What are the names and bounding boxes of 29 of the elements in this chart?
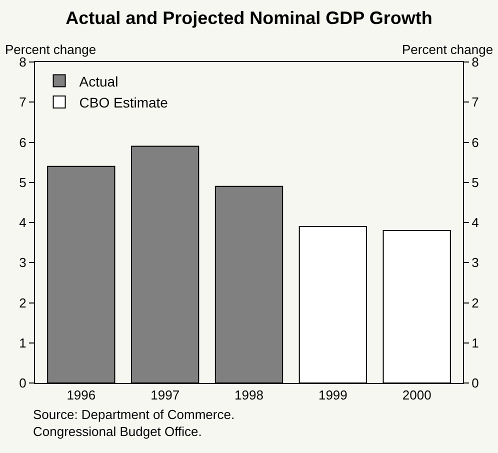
y2-tick-label: 1	[472, 335, 479, 350]
y2-tick-label: 5	[472, 174, 479, 190]
y-tick-label: 5	[19, 174, 26, 190]
y2-tick-label: 2	[472, 295, 479, 310]
y2-tick-label: 4	[472, 215, 479, 230]
x-tick-label: 1996	[66, 388, 96, 403]
y2-tick-label: 8	[472, 54, 479, 70]
x-tick-label: 2000	[402, 388, 432, 403]
y2-axis-title: Percent change	[402, 42, 494, 57]
y2-tick-label: 7	[472, 94, 479, 110]
x-tick-label: 1997	[150, 388, 180, 403]
y2-tick-label: 0	[472, 376, 479, 391]
y-tick-label: 8	[19, 54, 26, 70]
y2-tick-label: 3	[472, 255, 479, 270]
legend-label: Actual	[79, 73, 118, 90]
y2-tick-label: 6	[472, 134, 479, 150]
y-axis-title: Percent change	[5, 42, 96, 57]
y-tick-label: 0	[19, 376, 26, 391]
chart-title: Actual and Projected Nominal GDP Growth	[66, 8, 432, 28]
y-tick-label: 7	[19, 94, 26, 110]
y-tick-label: 1	[19, 335, 26, 350]
y-tick-label: 2	[19, 295, 26, 310]
y-tick-label: 4	[19, 215, 26, 230]
source-note: Source: Department of Commerce. Congressional Budget Office.	[33, 407, 235, 439]
y-tick-label: 6	[19, 134, 26, 150]
legend-label: CBO Estimate	[79, 94, 168, 110]
y-tick-label: 3	[19, 255, 26, 270]
x-tick-label: 1998	[234, 388, 264, 403]
x-tick-label: 1999	[318, 388, 348, 403]
